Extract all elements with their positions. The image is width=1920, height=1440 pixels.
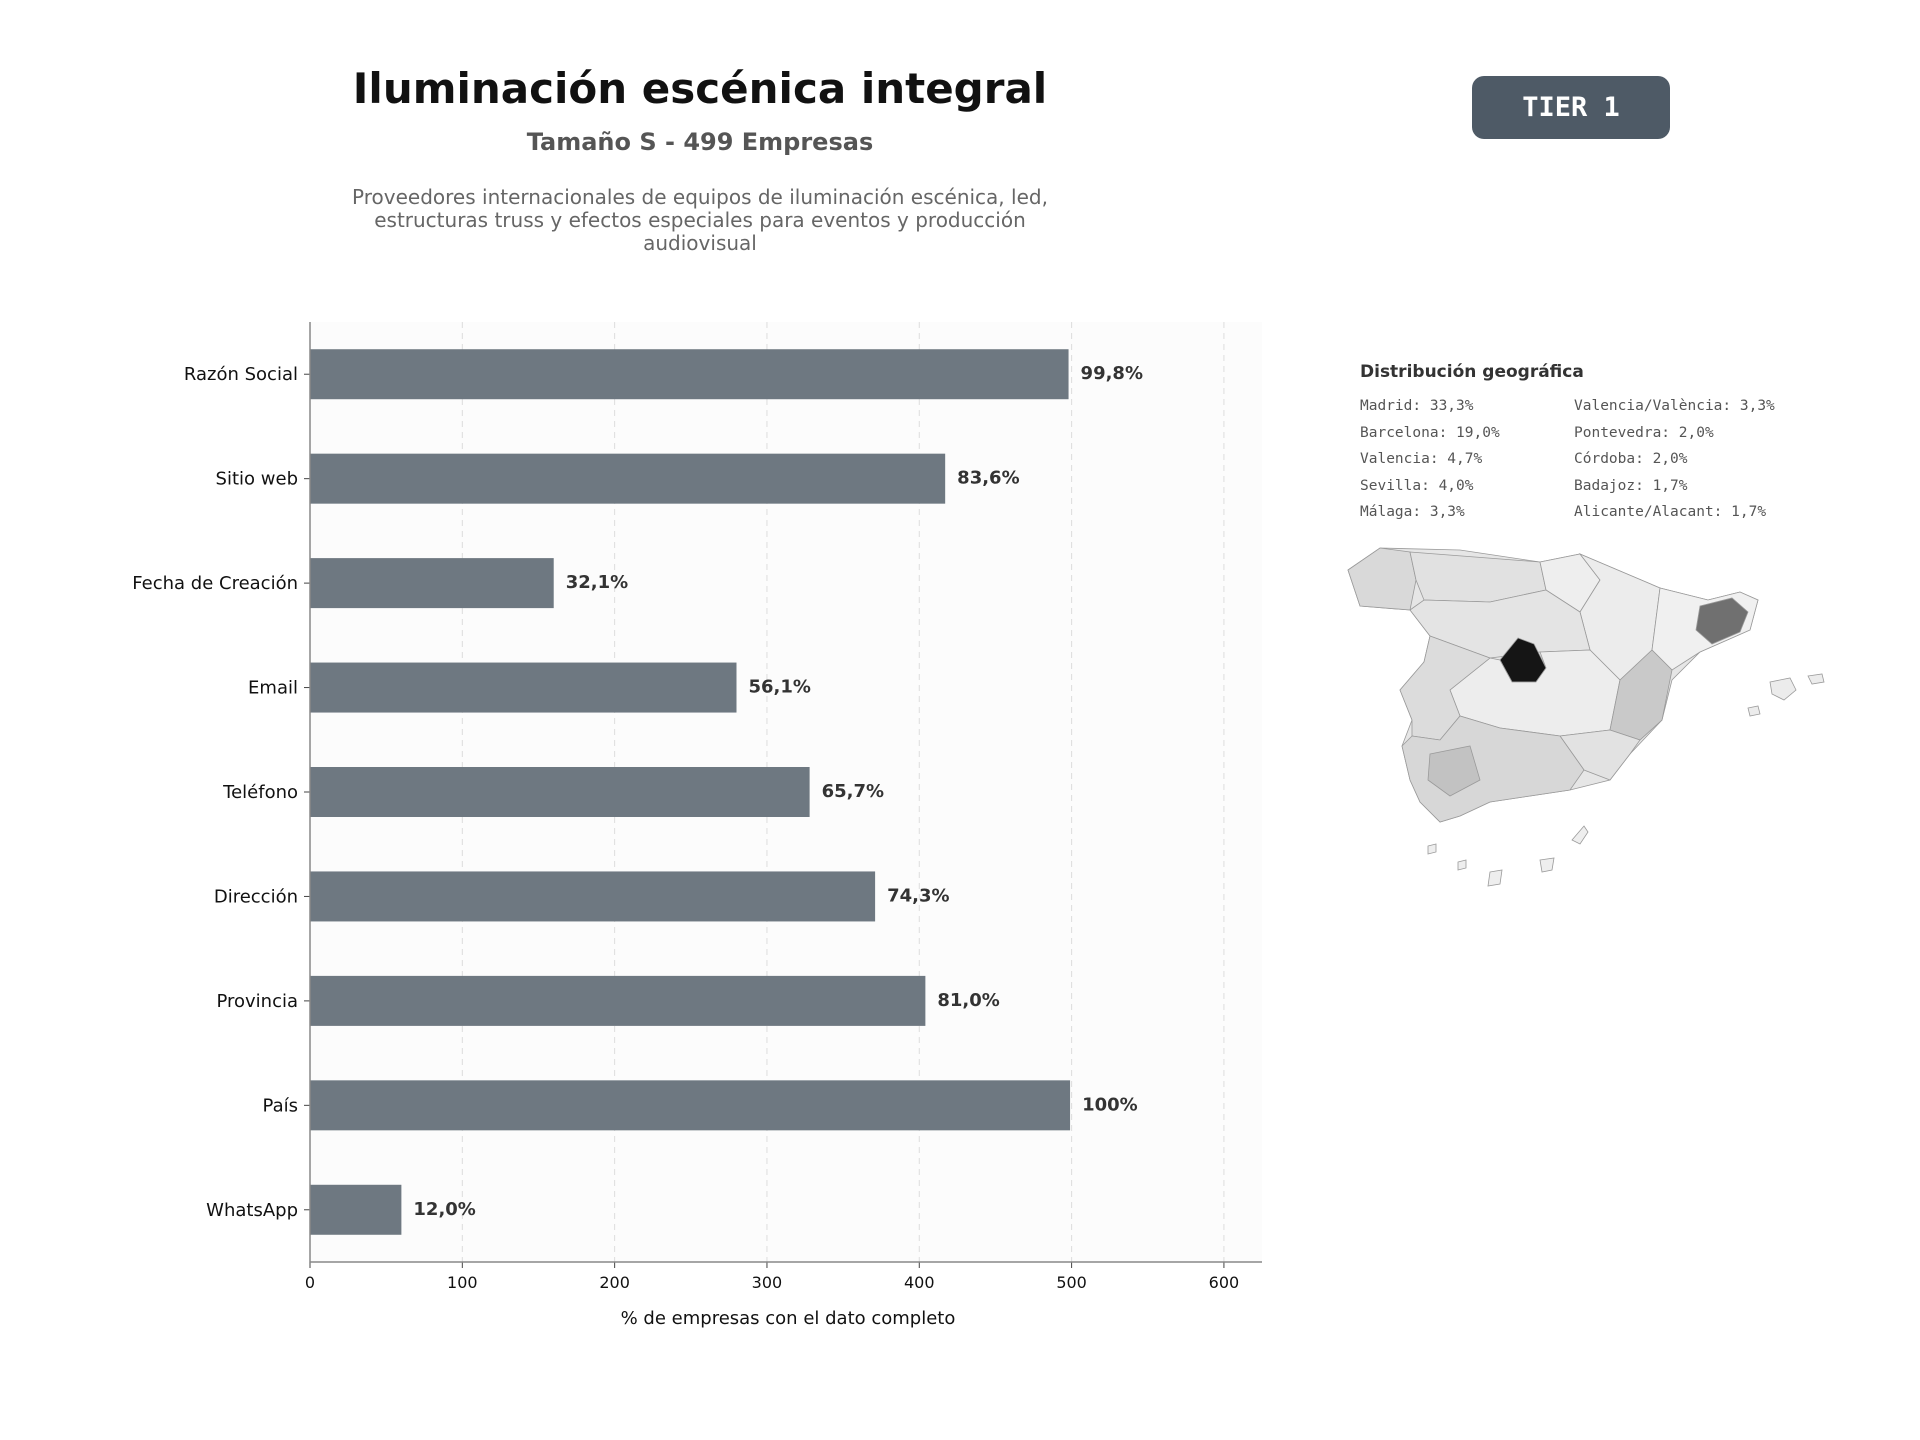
x-tick-label: 400 xyxy=(904,1273,935,1292)
bar xyxy=(310,1184,402,1235)
geo-item: Valencia: 4,7% xyxy=(1360,451,1483,467)
x-tick-label: 500 xyxy=(1056,1273,1087,1292)
chart-title: Iluminación escénica integral xyxy=(352,64,1048,113)
y-tick-label: Sitio web xyxy=(216,469,298,490)
map-region-balearics xyxy=(1769,677,1797,701)
data-label: 81,0% xyxy=(937,990,999,1011)
y-tick-label: Fecha de Creación xyxy=(132,573,298,594)
y-tick-label: Provincia xyxy=(216,991,298,1012)
geo-item: Valencia/València: 3,3% xyxy=(1574,398,1775,414)
bar xyxy=(310,558,554,609)
geo-item: Córdoba: 2,0% xyxy=(1574,451,1688,467)
bar xyxy=(310,1080,1071,1131)
data-label: 83,6% xyxy=(957,468,1019,489)
geo-item: Pontevedra: 2,0% xyxy=(1574,424,1714,441)
y-tick-label: País xyxy=(263,1095,298,1116)
tier-badge: TIER 1 xyxy=(1472,76,1670,139)
y-tick-label: Razón Social xyxy=(184,364,298,385)
data-label: 12,0% xyxy=(413,1199,475,1220)
bar xyxy=(310,871,876,922)
x-tick-label: 300 xyxy=(752,1273,783,1292)
bar xyxy=(310,453,946,504)
x-tick-label: 0 xyxy=(305,1273,315,1292)
geo-item: Málaga: 3,3% xyxy=(1360,504,1465,520)
bar-chart: 0 100 200 300 400 500 600 Razón Social 99,8% Siti… xyxy=(132,322,1262,1329)
x-tick-label: 600 xyxy=(1209,1273,1240,1292)
geo-item: Alicante/Alacant: 1,7% xyxy=(1574,504,1767,520)
y-tick-label: Dirección xyxy=(214,886,298,907)
data-label: 56,1% xyxy=(748,677,810,698)
data-label: 32,1% xyxy=(566,572,628,593)
map-region-barcelona xyxy=(1695,597,1749,645)
chart-subtitle: Tamaño S - 499 Empresas xyxy=(526,128,874,156)
x-axis-label: % de empresas con el dato completo xyxy=(621,1308,956,1329)
chart-description: Proveedores internacionales de equipos d… xyxy=(352,185,1048,255)
bar xyxy=(310,767,810,817)
bar xyxy=(310,975,926,1026)
map-region-galicia xyxy=(1347,547,1417,611)
bar xyxy=(310,662,737,713)
data-label: 100% xyxy=(1082,1094,1138,1115)
y-tick-label: Email xyxy=(248,678,298,699)
bar xyxy=(310,349,1069,400)
map-region-sevilla xyxy=(1427,745,1481,797)
geo-title: Distribución geográfica xyxy=(1360,362,1584,382)
x-tick-label: 200 xyxy=(599,1273,630,1292)
geo-item: Badajoz: 1,7% xyxy=(1574,477,1688,494)
y-tick-label: Teléfono xyxy=(222,782,298,803)
data-label: 74,3% xyxy=(887,885,949,906)
data-label: 99,8% xyxy=(1081,363,1143,384)
y-tick-label: WhatsApp xyxy=(206,1200,298,1221)
geo-item: Barcelona: 19,0% xyxy=(1360,424,1500,441)
spain-map xyxy=(1347,547,1825,887)
map-region-extremadura xyxy=(1399,635,1491,741)
geo-item: Madrid: 33,3% xyxy=(1360,398,1474,414)
geo-item: Sevilla: 4,0% xyxy=(1360,477,1474,494)
map-region-canaries xyxy=(1539,857,1555,873)
data-label: 65,7% xyxy=(822,781,884,802)
x-tick-label: 100 xyxy=(447,1273,478,1292)
map-region-andalucia xyxy=(1401,715,1585,823)
